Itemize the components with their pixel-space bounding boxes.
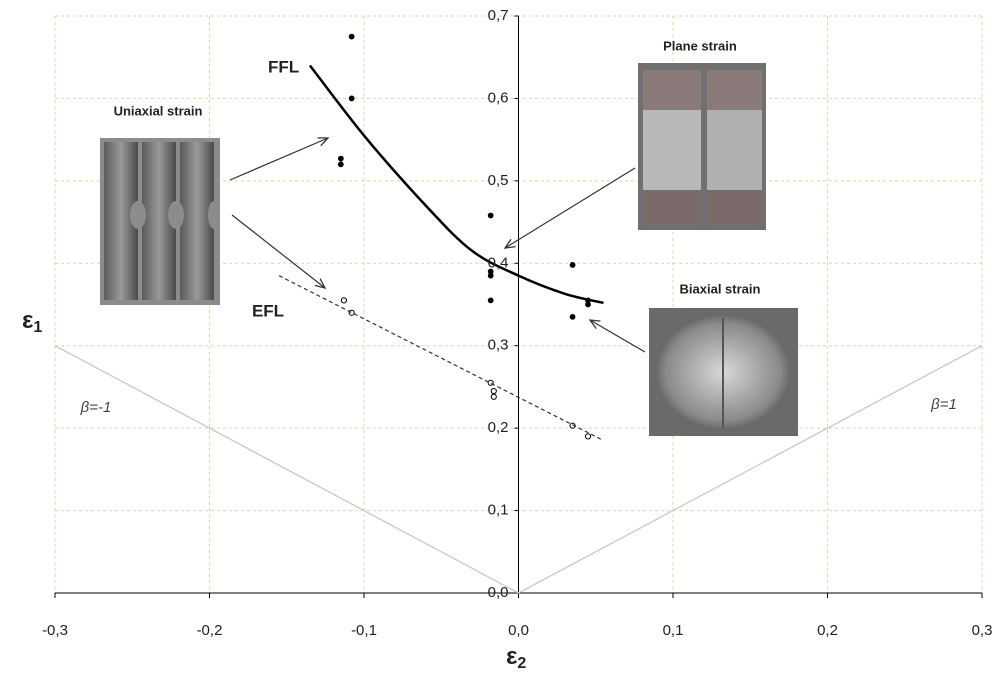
data-point [586,302,591,307]
data-point [349,96,354,101]
efl-label: EFL [252,301,284,320]
data-point [570,263,575,268]
beta-neg-label: β=-1 [80,399,112,416]
data-point [338,162,343,167]
biaxial-photo [649,308,798,436]
x-tick-label: 0,3 [972,622,993,639]
data-point [491,388,496,393]
y-tick-label: 0,1 [488,502,509,519]
y-tick-label: 0,5 [488,172,509,189]
y-tick-label: 0,3 [488,337,509,354]
plane-label: Plane strain [663,38,737,53]
data-point [488,298,493,303]
y-tick-label: 0,7 [488,7,509,24]
data-point [491,394,496,399]
x-tick-label: 0,1 [663,622,684,639]
data-point [338,156,343,161]
x-tick-label: -0,2 [197,622,223,639]
data-point [488,273,493,278]
y-axis-subscript: 1 [33,319,42,336]
y-tick-label: 0,6 [488,89,509,106]
x-tick-label: 0,0 [508,622,529,639]
y-axis-symbol: ε [22,307,33,334]
plane-strain-photo [638,63,766,230]
y-axis-label: ε1 [22,307,42,336]
data-point [488,213,493,218]
chart: FFL EFL Uniaxial strain Plane strain Bia… [0,0,1004,678]
data-point [349,310,354,315]
x-axis-label: ε2 [506,643,526,672]
uniaxial-label: Uniaxial strain [114,103,203,118]
beta-pos-label: β=1 [930,396,957,413]
series-line [55,346,519,593]
uniaxial-photo [100,138,220,305]
x-axis-symbol: ε [506,643,517,670]
x-tick-label: -0,1 [351,622,377,639]
data-point [570,314,575,319]
y-tick-label: 0,2 [488,419,509,436]
ffl-label: FFL [268,57,299,76]
data-point [585,434,590,439]
x-tick-label: -0,3 [42,622,68,639]
x-tick-label: 0,2 [817,622,838,639]
data-point [341,298,346,303]
series-line [279,276,603,441]
x-axis-subscript: 2 [517,655,526,672]
y-tick-label: 0,0 [488,584,509,601]
biaxial-label: Biaxial strain [680,281,761,296]
series-line [310,65,604,302]
data-point [349,34,354,39]
y-tick-label: 0,4 [488,254,509,271]
arrows [230,138,645,352]
